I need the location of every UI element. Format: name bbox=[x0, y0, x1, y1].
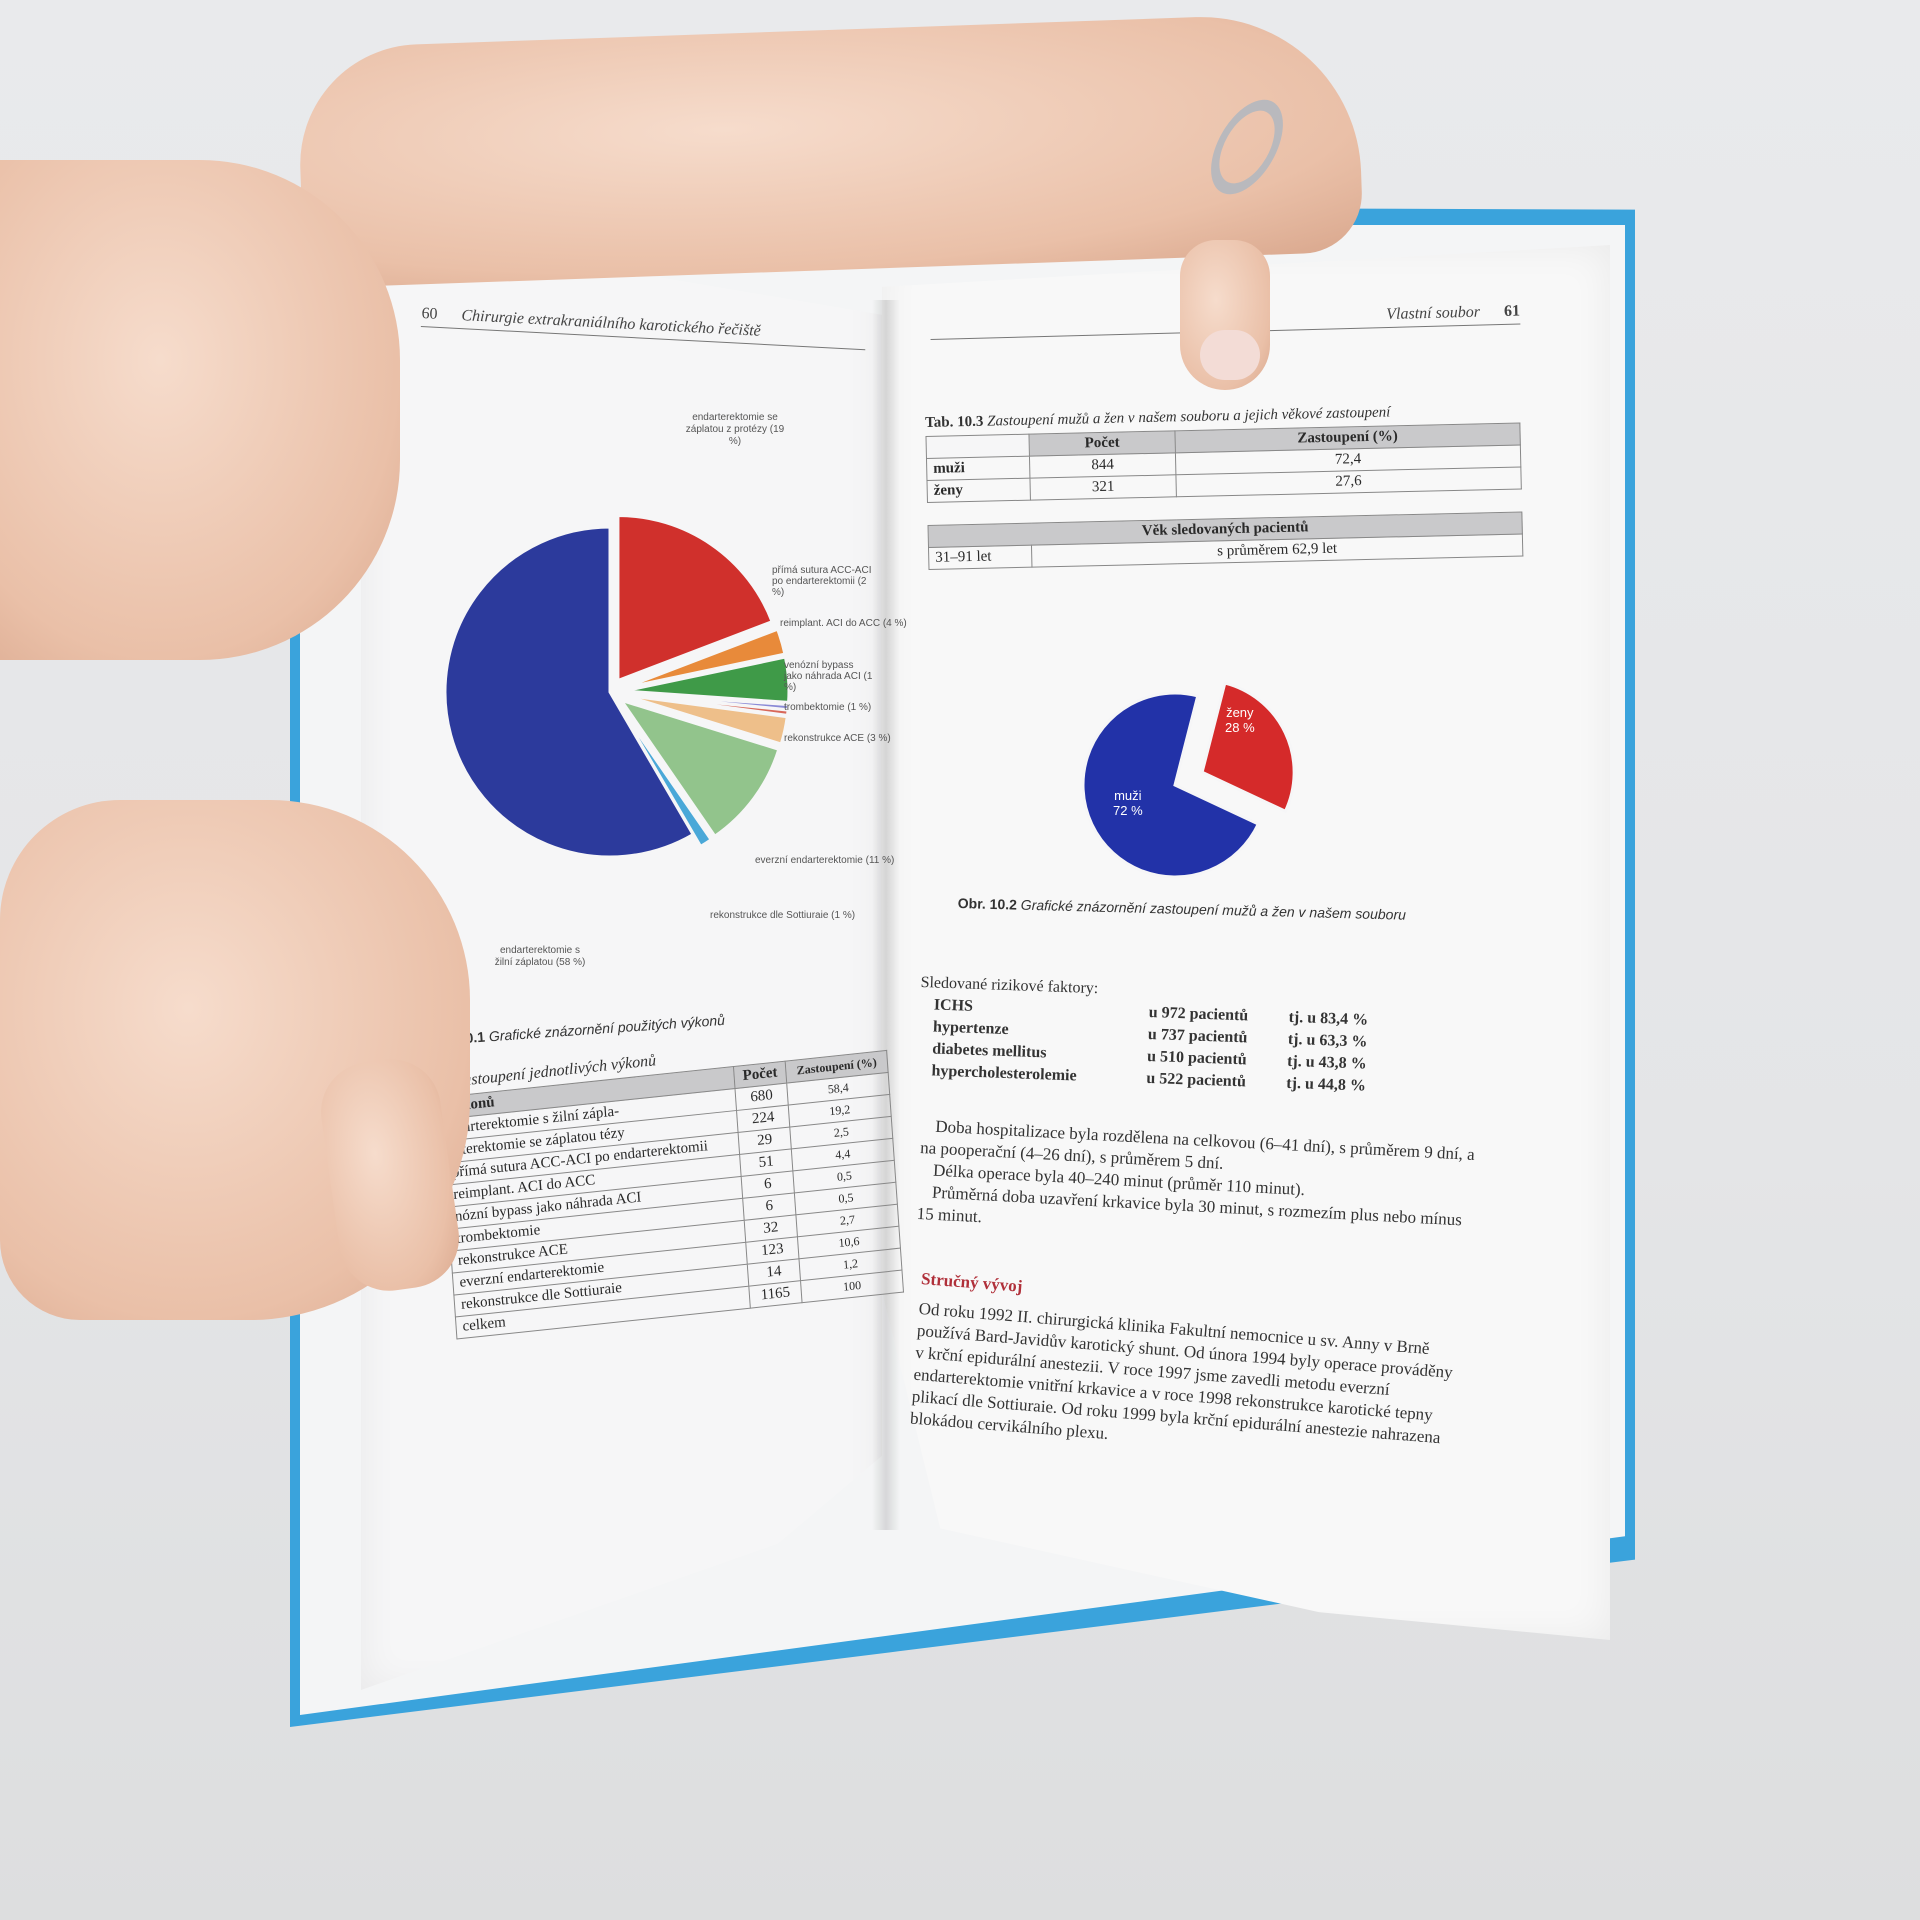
pie-label-5: rekonstrukce ACE (3 %) bbox=[784, 733, 891, 744]
gender-pie-chart bbox=[1081, 681, 1296, 879]
book-spine bbox=[872, 300, 900, 1530]
procedures-pie-chart bbox=[443, 513, 791, 859]
right-page[interactable] bbox=[882, 245, 1610, 1640]
pct: 28 % bbox=[1225, 720, 1255, 735]
label: muži bbox=[1114, 788, 1142, 803]
pie2-label-women: ženy 28 % bbox=[1225, 705, 1255, 735]
cell: 1165 bbox=[748, 1280, 803, 1309]
pie-slice bbox=[1200, 681, 1296, 814]
pct: 72 % bbox=[1113, 803, 1143, 818]
cell: 31–91 let bbox=[928, 545, 1032, 570]
pie-slice bbox=[616, 513, 775, 683]
arm-top bbox=[0, 160, 400, 660]
table-caption-number: Tab. 10.3 bbox=[925, 413, 984, 431]
page-number: 60 bbox=[421, 305, 438, 323]
pie-label-1: přímá sutura ACC-ACI po endarterektomii … bbox=[772, 565, 872, 598]
pie2-label-men: muži 72 % bbox=[1113, 788, 1143, 818]
pie-label-4: trombektomie (1 %) bbox=[784, 702, 872, 713]
pie-label-7: rekonstrukce dle Sottiuraie (1 %) bbox=[710, 910, 856, 921]
risk-pct: tj. u 44,8 % bbox=[1286, 1074, 1367, 1095]
pie-slice bbox=[623, 655, 791, 705]
pie-slice bbox=[622, 627, 787, 690]
gender-table-block: Tab. 10.3 Zastoupení mužů a žen v našem … bbox=[925, 402, 1523, 570]
running-head: Vlastní soubor bbox=[1386, 303, 1481, 324]
pie-label-8: endarterektomie s žilní záplatou (58 %) bbox=[494, 945, 586, 968]
pie-label-3: venózní bypass jako náhrada ACI (1 %) bbox=[784, 660, 873, 693]
risk-factors: Sledované rizikové faktory: ICHS u 972 pa… bbox=[917, 972, 1441, 1100]
pie-label-6: everzní endarterektomie (11 %) bbox=[755, 855, 895, 866]
procedures-table-block: .2 Zastoupení jednotlivých výkonů výkonů… bbox=[438, 1028, 904, 1340]
pie-slice bbox=[443, 525, 696, 859]
cell: muži bbox=[926, 456, 1030, 481]
gender-table: Počet Zastoupení (%) muži 844 72,4 ženy 321 2… bbox=[925, 422, 1523, 570]
pie-label-0: endarterektomie se záplatou z protézy (1… bbox=[685, 412, 785, 447]
procedures-table: výkonů Počet Zastoupení (%) ndarterektom… bbox=[440, 1050, 904, 1340]
pie-slice bbox=[616, 702, 714, 849]
pie-slice bbox=[617, 697, 781, 839]
col-header bbox=[925, 434, 1030, 459]
page-number: 61 bbox=[1503, 302, 1521, 320]
pie-slice bbox=[1081, 691, 1261, 879]
cell: ženy bbox=[926, 478, 1031, 503]
caption-number: Obr. 10.2 bbox=[957, 895, 1018, 913]
pie-label-2: reimplant. ACI do ACC (4 %) bbox=[780, 618, 907, 629]
pie-slice bbox=[623, 693, 789, 746]
thumbnail bbox=[1200, 330, 1260, 380]
label: ženy bbox=[1226, 705, 1254, 720]
